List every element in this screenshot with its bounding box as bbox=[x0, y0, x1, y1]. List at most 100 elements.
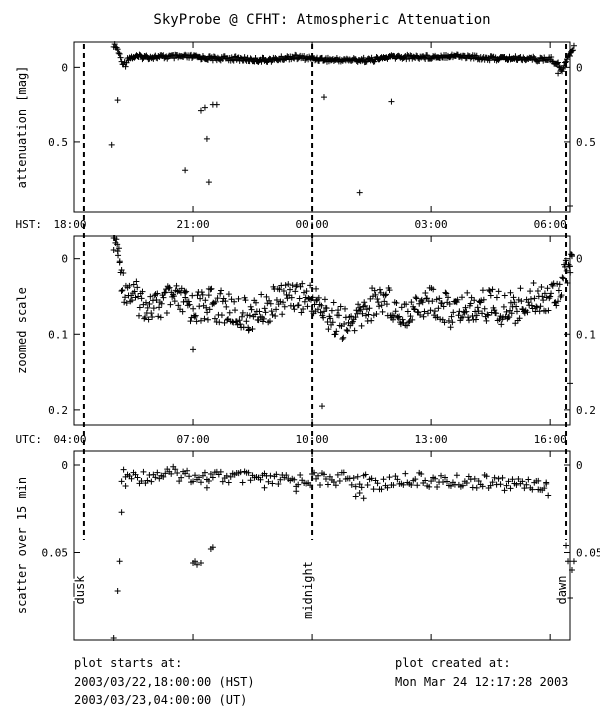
data-point bbox=[255, 317, 262, 324]
data-point bbox=[300, 305, 307, 312]
data-point bbox=[258, 291, 265, 298]
data-point bbox=[131, 288, 138, 295]
x-tick-label: 21:00 bbox=[176, 218, 209, 231]
data-point bbox=[342, 305, 349, 312]
data-point bbox=[467, 300, 474, 307]
data-point bbox=[404, 308, 411, 315]
data-point bbox=[333, 328, 340, 335]
event-label-midnight: midnight bbox=[301, 561, 315, 619]
data-point bbox=[480, 296, 487, 303]
data-point bbox=[138, 478, 145, 485]
data-point bbox=[201, 469, 208, 476]
y-tick-label-left: 0 bbox=[61, 253, 68, 266]
data-point bbox=[161, 289, 168, 296]
data-point bbox=[356, 490, 363, 496]
data-point bbox=[548, 54, 555, 61]
data-point bbox=[431, 308, 438, 315]
data-point bbox=[129, 297, 136, 304]
data-point bbox=[293, 488, 300, 495]
data-point bbox=[417, 312, 424, 319]
y-axis-label: scatter over 15 min bbox=[15, 477, 29, 614]
data-point bbox=[297, 283, 304, 290]
data-point bbox=[330, 299, 337, 306]
data-point bbox=[204, 309, 211, 316]
data-point bbox=[335, 312, 342, 319]
data-point bbox=[568, 251, 575, 258]
data-point bbox=[303, 288, 310, 295]
data-point bbox=[141, 315, 148, 322]
data-point bbox=[113, 236, 120, 243]
data-point bbox=[378, 302, 385, 309]
data-point bbox=[185, 298, 192, 305]
data-point bbox=[132, 294, 139, 301]
y-tick-label-left: 0.05 bbox=[42, 547, 69, 560]
data-point bbox=[210, 299, 217, 306]
data-point bbox=[204, 316, 211, 323]
data-point bbox=[409, 316, 416, 323]
data-point bbox=[408, 299, 415, 306]
data-point bbox=[277, 476, 284, 483]
x-tick-label: 04:00 bbox=[53, 433, 86, 446]
data-point bbox=[135, 312, 142, 319]
data-point bbox=[531, 295, 538, 302]
data-point bbox=[372, 291, 379, 298]
data-point bbox=[175, 302, 182, 309]
data-point bbox=[323, 305, 330, 312]
data-point bbox=[406, 318, 413, 325]
data-point bbox=[277, 298, 284, 305]
data-point bbox=[513, 481, 520, 488]
data-point bbox=[121, 299, 128, 306]
data-point bbox=[227, 473, 234, 480]
data-point bbox=[352, 493, 359, 500]
data-point bbox=[473, 312, 480, 319]
data-point bbox=[190, 346, 197, 353]
data-point bbox=[284, 295, 291, 302]
data-point bbox=[214, 295, 221, 302]
data-point bbox=[280, 299, 287, 306]
data-point bbox=[440, 303, 447, 310]
data-point bbox=[142, 314, 149, 321]
data-point bbox=[239, 313, 246, 320]
data-point bbox=[364, 482, 371, 489]
data-point bbox=[156, 475, 163, 482]
data-point bbox=[491, 474, 498, 481]
panel-frame bbox=[73, 235, 571, 426]
data-point bbox=[280, 287, 287, 294]
data-point bbox=[552, 299, 559, 306]
data-point bbox=[148, 478, 155, 485]
data-point bbox=[555, 70, 562, 77]
data-point bbox=[509, 476, 516, 483]
data-point bbox=[501, 292, 508, 299]
data-point bbox=[319, 403, 325, 410]
data-point bbox=[332, 482, 339, 489]
data-point bbox=[399, 316, 406, 323]
data-point bbox=[344, 328, 351, 335]
data-point bbox=[420, 313, 427, 320]
data-point bbox=[393, 299, 400, 306]
data-point bbox=[442, 474, 449, 481]
data-point bbox=[375, 299, 382, 306]
data-point bbox=[340, 469, 347, 476]
data-point bbox=[321, 296, 328, 303]
data-point bbox=[326, 473, 333, 480]
data-point bbox=[388, 98, 395, 105]
data-point bbox=[463, 308, 470, 315]
data-point bbox=[367, 295, 374, 302]
y-tick-label-right: 0.1 bbox=[576, 328, 596, 341]
data-point bbox=[457, 317, 464, 324]
data-point bbox=[153, 297, 160, 304]
data-point bbox=[178, 285, 185, 292]
data-point bbox=[523, 481, 530, 488]
data-point bbox=[246, 312, 253, 319]
data-point bbox=[554, 60, 561, 67]
data-point bbox=[471, 475, 478, 482]
data-point bbox=[348, 320, 355, 327]
data-point bbox=[369, 293, 376, 300]
data-point bbox=[295, 481, 302, 488]
data-point bbox=[311, 469, 318, 476]
data-point bbox=[354, 473, 361, 480]
data-point bbox=[427, 307, 434, 314]
data-point bbox=[462, 304, 469, 311]
data-point bbox=[154, 469, 161, 476]
data-point bbox=[407, 313, 414, 320]
